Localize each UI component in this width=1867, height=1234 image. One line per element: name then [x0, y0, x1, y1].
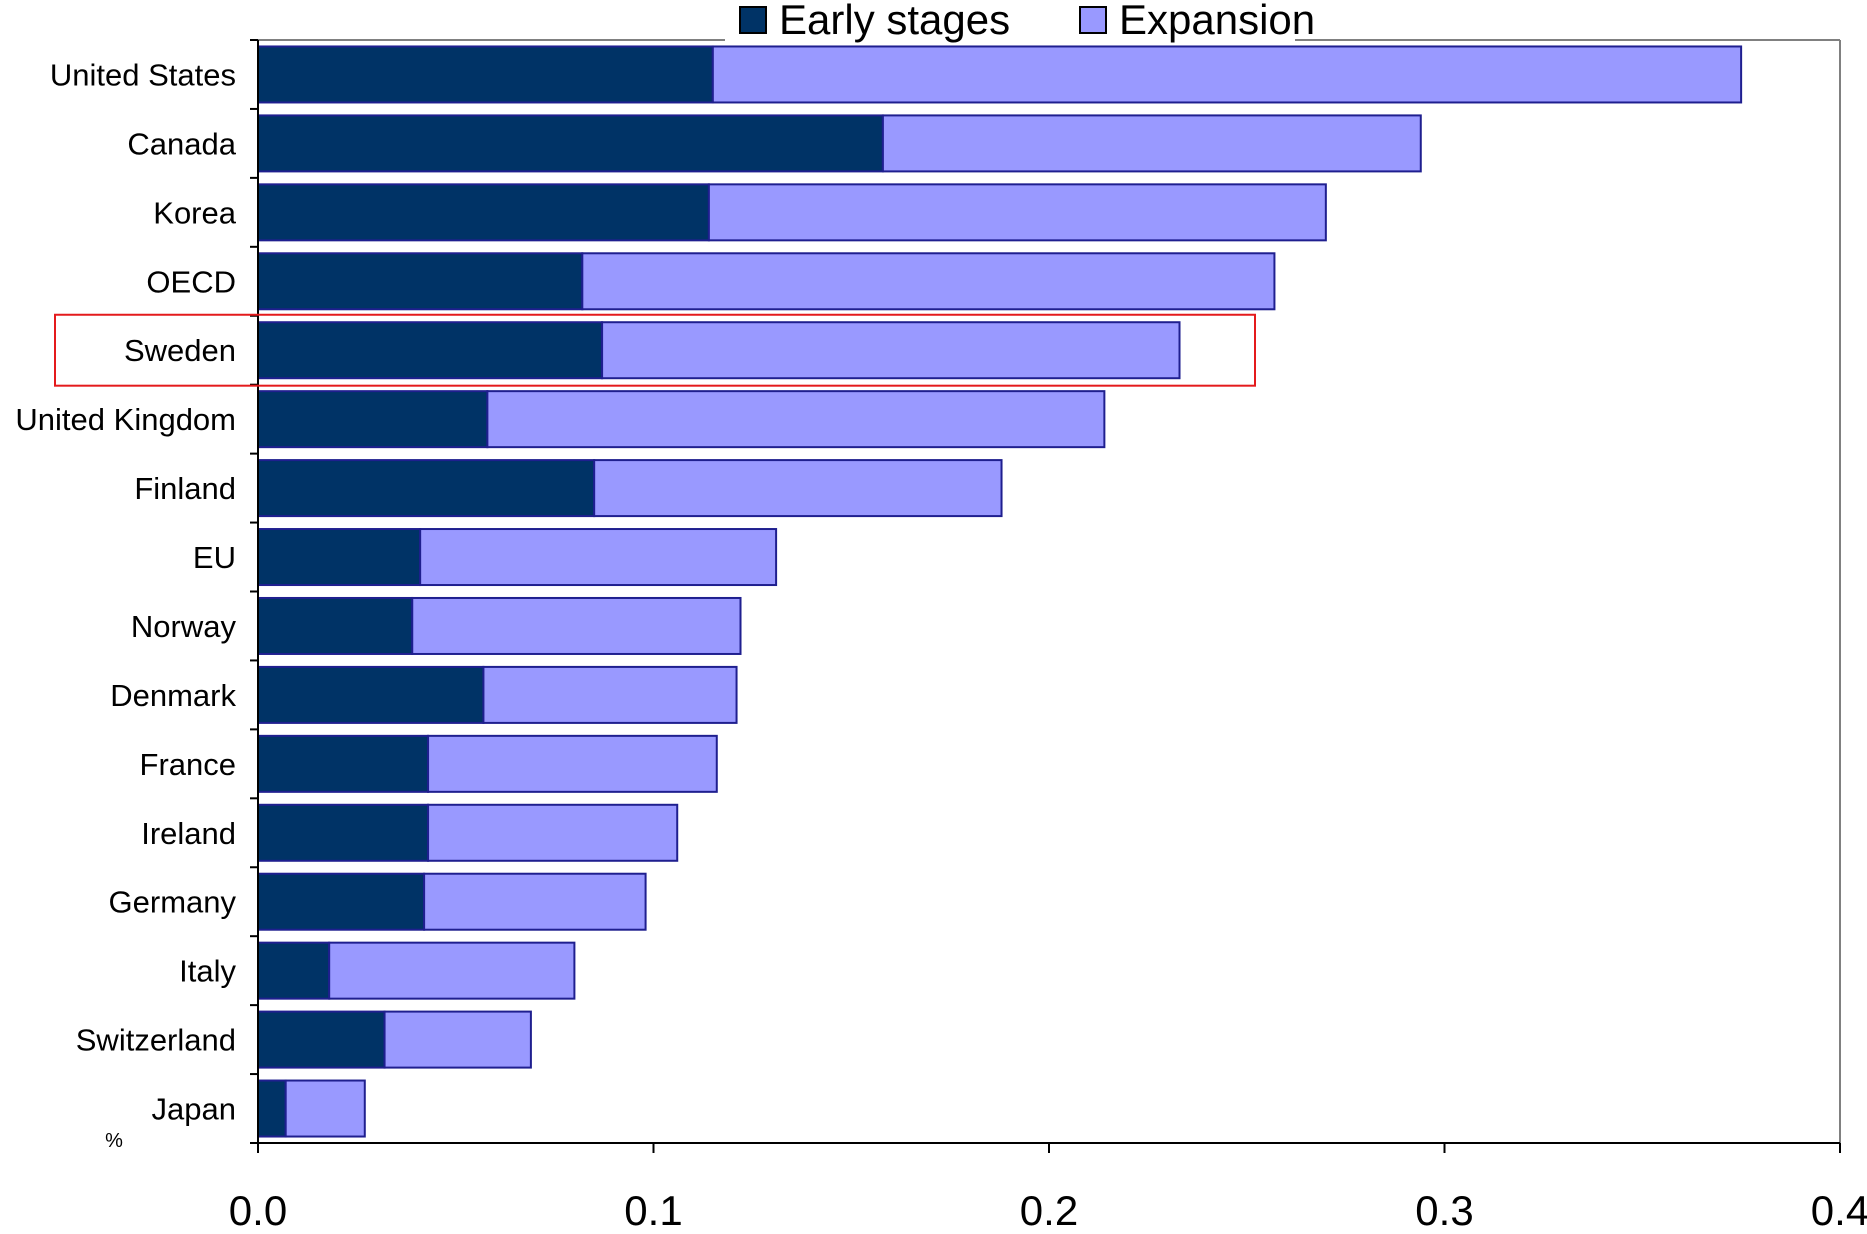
bar-early-stages-switzerland	[257, 1010, 386, 1069]
bar-expansion-norway	[411, 596, 742, 655]
x-tick-label-0-4: 0.4	[1811, 1187, 1867, 1234]
category-label-united-states: United States	[50, 57, 236, 92]
bar-expansion-united-states	[711, 45, 1743, 104]
highlight-box-sweden	[54, 313, 1256, 387]
category-label-canada: Canada	[127, 126, 236, 161]
x-tick-label-0-0: 0.0	[229, 1187, 287, 1234]
x-tick-label-0-2: 0.2	[1020, 1187, 1078, 1234]
bar-expansion-canada	[881, 114, 1422, 173]
category-label-oecd: OECD	[146, 264, 236, 299]
bar-early-stages-oecd	[257, 252, 584, 311]
category-label-japan: Japan	[152, 1092, 236, 1127]
bar-expansion-finland	[593, 459, 1003, 518]
legend-label-expansion: Expansion	[1119, 0, 1315, 43]
bar-early-stages-norway	[257, 596, 414, 655]
bar-expansion-sweden	[601, 321, 1181, 380]
bars	[257, 45, 1743, 1138]
category-label-switzerland: Switzerland	[76, 1023, 236, 1058]
category-label-sweden: Sweden	[124, 333, 236, 368]
category-label-norway: Norway	[131, 609, 237, 644]
bar-early-stages-sweden	[257, 321, 604, 380]
bar-expansion-japan	[284, 1079, 366, 1138]
unit-label: %	[105, 1130, 123, 1152]
bar-expansion-korea	[707, 183, 1327, 242]
bar-early-stages-denmark	[257, 665, 485, 724]
bar-early-stages-eu	[257, 528, 422, 587]
bar-expansion-denmark	[482, 665, 738, 724]
x-axis: 0.0 0.1 0.2 0.3 0.4%	[105, 39, 1867, 1234]
bar-early-stages-ireland	[257, 803, 430, 862]
category-label-finland: Finland	[134, 471, 236, 506]
category-label-korea: Korea	[153, 195, 236, 230]
category-label-italy: Italy	[179, 954, 236, 989]
bar-early-stages-canada	[257, 114, 884, 173]
bar-expansion-eu	[419, 528, 778, 587]
legend-swatch-early-stages	[739, 6, 767, 34]
x-tick-label-0-3: 0.3	[1415, 1187, 1473, 1234]
bar-early-stages-finland	[257, 459, 596, 518]
bar-early-stages-germany	[257, 872, 426, 931]
x-tick-label-0-1: 0.1	[624, 1187, 682, 1234]
highlight-box	[54, 313, 1256, 387]
legend-label-early-stages: Early stages	[779, 0, 1010, 43]
bar-expansion-ireland	[427, 803, 679, 862]
bar-expansion-france	[427, 734, 718, 793]
legend-background	[725, 0, 1295, 44]
bar-expansion-italy	[328, 941, 576, 1000]
category-label-ireland: Ireland	[141, 816, 236, 851]
legend-swatch-expansion	[1079, 6, 1107, 34]
category-label-united-kingdom: United Kingdom	[15, 402, 236, 437]
category-label-france: France	[140, 747, 236, 782]
bar-expansion-switzerland	[383, 1010, 532, 1069]
bar-early-stages-united-kingdom	[257, 390, 489, 449]
category-labels: United States Canada Korea OECD Sweden United…	[15, 57, 236, 1126]
bar-early-stages-united-states	[257, 45, 714, 104]
bar-early-stages-italy	[257, 941, 331, 1000]
bar-expansion-germany	[423, 872, 647, 931]
category-label-eu: EU	[193, 540, 236, 575]
category-label-denmark: Denmark	[110, 678, 236, 713]
bar-expansion-united-kingdom	[486, 390, 1106, 449]
legend: Early stages Expansion	[725, 0, 1315, 44]
bar-expansion-oecd	[581, 252, 1276, 311]
bar-early-stages-france	[257, 734, 430, 793]
category-label-germany: Germany	[109, 885, 237, 920]
bar-early-stages-japan	[257, 1079, 287, 1138]
bar-early-stages-korea	[257, 183, 710, 242]
